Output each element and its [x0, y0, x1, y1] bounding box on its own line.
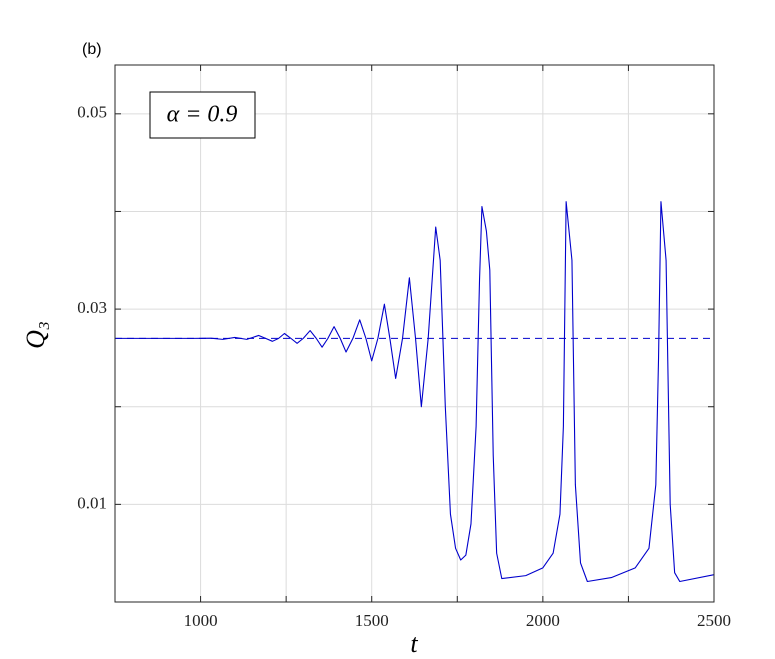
lines: [115, 201, 715, 583]
annotation-box: [149, 91, 256, 139]
x-tick-label: 2500: [697, 611, 731, 630]
annotation: α = 0.9: [167, 102, 238, 128]
x-tick-label: 2000: [526, 611, 560, 630]
data-line: [115, 201, 715, 583]
plot-frame: [114, 64, 715, 603]
grid: [115, 65, 715, 602]
y-axis-label: Q₃: [21, 321, 50, 349]
x-tick-label: 1000: [184, 611, 218, 630]
y-tick-label: 0.03: [77, 298, 107, 317]
y-tick-label: 0.01: [77, 493, 107, 512]
y-tick-label: 0.05: [77, 103, 107, 122]
ticks: 1000 1500 2000 2500 0.01 0.03 0.05: [77, 65, 731, 630]
x-axis-label: t: [410, 629, 418, 658]
x-tick-label: 1500: [355, 611, 389, 630]
panel-label: (b): [82, 41, 102, 58]
